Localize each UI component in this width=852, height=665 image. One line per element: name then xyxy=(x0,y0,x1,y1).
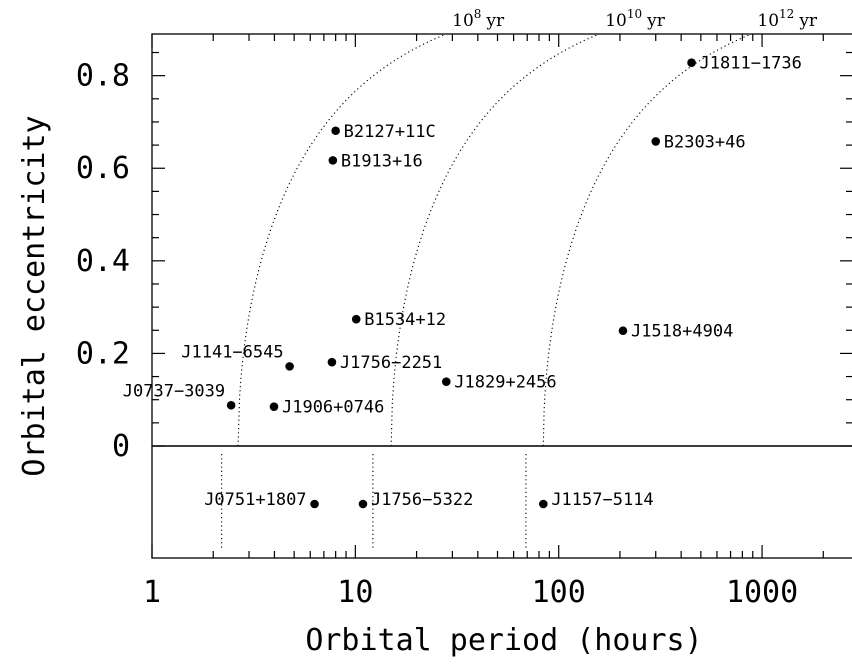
point-label: J1141−6545 xyxy=(181,342,283,362)
curve-labels: 108 yr 1010 yr 1012 yr xyxy=(452,7,818,31)
tick-labels: 1 10 100 1000 0 0.2 0.4 0.6 0.8 xyxy=(76,59,798,610)
data-point xyxy=(328,156,338,165)
x-tick-label: 100 xyxy=(532,575,586,610)
lower-panel-frame xyxy=(151,445,852,559)
y-tick-label: 0 xyxy=(112,429,130,464)
data-point xyxy=(618,326,628,336)
y-tick-label: 0.2 xyxy=(76,336,130,371)
point-label: B2127+11C xyxy=(344,122,436,142)
point-label-circular: J1157−5114 xyxy=(551,490,653,510)
lifetime-curve-label: 108 yr xyxy=(452,7,505,31)
data-points xyxy=(226,58,696,509)
point-labels: J1811−1736 B2127+11C B2303+46 B1913+16 B1534… xyxy=(123,54,802,510)
x-tick-label: 1 xyxy=(143,575,161,610)
point-label: J1906+0746 xyxy=(282,398,384,418)
data-point xyxy=(687,58,696,68)
data-point xyxy=(351,314,361,324)
point-label: B1534+12 xyxy=(364,310,446,330)
point-label: J1811−1736 xyxy=(700,54,802,74)
point-label: J1756−2251 xyxy=(340,353,442,373)
point-label: J1829+2456 xyxy=(454,373,556,393)
data-point xyxy=(269,402,279,411)
axis-ticks xyxy=(151,34,852,558)
point-label-circular: J0751+1807 xyxy=(204,490,306,510)
lifetime-curve-label: 1010 yr xyxy=(605,7,666,31)
lower-panel-lifetime-lines xyxy=(221,454,527,550)
data-point xyxy=(226,400,236,410)
data-point xyxy=(441,377,451,386)
point-label: J1518+4904 xyxy=(631,322,733,342)
data-point xyxy=(331,126,340,136)
data-point xyxy=(327,357,337,367)
point-label: J0737−3039 xyxy=(123,381,225,401)
y-tick-label: 0.8 xyxy=(76,59,130,94)
x-axis-title: Orbital period (hours) xyxy=(305,623,702,658)
point-label-circular: J1756−5322 xyxy=(371,490,473,510)
data-point xyxy=(285,362,294,371)
data-point-circular xyxy=(310,499,319,509)
lifetime-curve xyxy=(237,33,446,447)
x-tick-label: 10 xyxy=(337,575,373,610)
data-point-circular xyxy=(539,499,548,509)
y-axis-title: Orbital eccentricity xyxy=(17,115,52,476)
x-tick-label: 1000 xyxy=(726,575,798,610)
point-label: B2303+46 xyxy=(664,132,746,152)
y-tick-label: 0.6 xyxy=(76,151,130,186)
data-point-circular xyxy=(358,499,368,509)
y-tick-label: 0.4 xyxy=(76,244,130,279)
lifetime-curve-label: 1012 yr xyxy=(757,7,818,31)
data-point xyxy=(651,137,661,146)
lifetime-curve xyxy=(542,33,752,447)
point-label: B1913+16 xyxy=(341,151,423,171)
